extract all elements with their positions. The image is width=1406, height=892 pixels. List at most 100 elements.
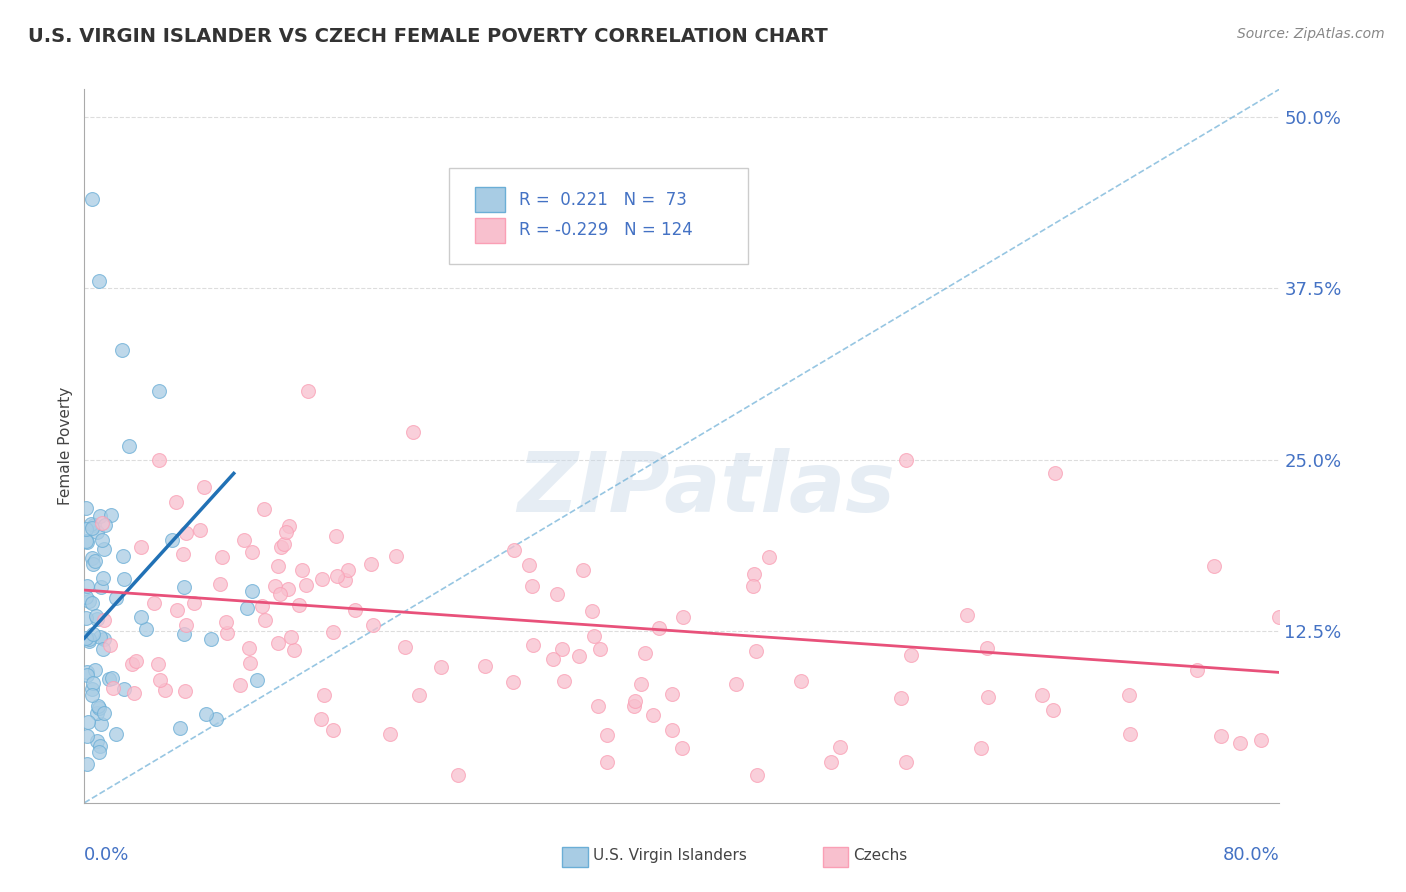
Point bbox=[474, 659, 496, 673]
Point bbox=[273, 537, 295, 551]
Point bbox=[624, 694, 647, 708]
Point bbox=[522, 638, 544, 652]
Point bbox=[337, 563, 360, 577]
Point bbox=[589, 642, 612, 657]
Point bbox=[75, 632, 97, 646]
Point bbox=[741, 579, 763, 593]
Point bbox=[311, 572, 333, 586]
Point bbox=[252, 599, 274, 614]
Point bbox=[553, 673, 575, 688]
Point bbox=[174, 617, 197, 632]
Point bbox=[173, 580, 195, 594]
Point bbox=[970, 740, 993, 755]
Point bbox=[519, 558, 541, 572]
Point bbox=[100, 508, 122, 522]
Text: U.S. VIRGIN ISLANDER VS CZECH FEMALE POVERTY CORRELATION CHART: U.S. VIRGIN ISLANDER VS CZECH FEMALE POV… bbox=[28, 27, 828, 45]
FancyBboxPatch shape bbox=[449, 168, 748, 264]
Point bbox=[211, 550, 233, 565]
Point bbox=[166, 603, 188, 617]
Point bbox=[661, 723, 683, 738]
Point bbox=[596, 728, 619, 742]
Point bbox=[295, 578, 318, 592]
Point bbox=[1204, 559, 1226, 574]
Point bbox=[153, 682, 176, 697]
Point bbox=[80, 550, 103, 565]
Point bbox=[671, 740, 693, 755]
Point bbox=[91, 641, 114, 656]
Point bbox=[502, 674, 524, 689]
Point bbox=[148, 452, 170, 467]
Point bbox=[76, 756, 98, 771]
Text: ZIPatlas: ZIPatlas bbox=[517, 449, 894, 529]
Point bbox=[326, 569, 349, 583]
Point bbox=[82, 682, 104, 697]
Point bbox=[75, 501, 97, 516]
Point bbox=[551, 642, 574, 657]
Point bbox=[520, 579, 543, 593]
Point bbox=[76, 535, 98, 549]
Point bbox=[596, 755, 619, 769]
Point bbox=[280, 630, 302, 644]
Point bbox=[828, 740, 851, 755]
Point bbox=[1119, 727, 1142, 741]
Point bbox=[572, 563, 595, 577]
Point bbox=[90, 716, 112, 731]
Point bbox=[89, 630, 111, 644]
Point bbox=[174, 684, 197, 698]
Point bbox=[790, 674, 813, 689]
Point bbox=[725, 677, 748, 691]
Point bbox=[1118, 688, 1140, 702]
Point bbox=[312, 688, 335, 702]
Point bbox=[238, 640, 260, 655]
Point bbox=[744, 643, 766, 657]
Point bbox=[77, 594, 100, 608]
Point bbox=[378, 727, 401, 741]
Point bbox=[125, 654, 148, 668]
Point bbox=[214, 615, 236, 629]
Point bbox=[288, 599, 311, 613]
Point bbox=[239, 656, 262, 670]
Point bbox=[112, 572, 135, 586]
Point bbox=[91, 516, 114, 531]
Point bbox=[325, 529, 347, 543]
Point bbox=[309, 712, 332, 726]
Point bbox=[84, 663, 107, 677]
Point bbox=[267, 635, 290, 649]
Point bbox=[90, 580, 112, 594]
Text: R =  0.221   N =  73: R = 0.221 N = 73 bbox=[519, 191, 688, 209]
Point bbox=[195, 707, 218, 722]
Point bbox=[101, 681, 124, 696]
Point bbox=[335, 574, 357, 588]
Point bbox=[75, 534, 97, 549]
Point bbox=[267, 559, 290, 574]
Point bbox=[568, 648, 591, 663]
Point bbox=[276, 582, 298, 597]
Point bbox=[297, 384, 319, 398]
Point bbox=[1045, 467, 1067, 481]
Point bbox=[86, 612, 108, 626]
Point bbox=[977, 690, 1000, 704]
Point bbox=[122, 686, 145, 700]
Point bbox=[76, 579, 98, 593]
Point bbox=[77, 632, 100, 647]
Point bbox=[274, 524, 297, 539]
Point bbox=[80, 688, 103, 702]
Point bbox=[283, 643, 305, 657]
Point bbox=[641, 708, 664, 723]
Point bbox=[82, 627, 104, 641]
Point bbox=[240, 545, 263, 559]
Point bbox=[174, 526, 197, 541]
Point bbox=[1268, 610, 1291, 624]
Point bbox=[254, 613, 277, 627]
Point bbox=[169, 721, 191, 735]
Point bbox=[89, 508, 111, 523]
Point bbox=[98, 638, 121, 652]
Point bbox=[148, 384, 170, 398]
Point bbox=[76, 667, 98, 681]
Point bbox=[322, 723, 344, 737]
Point bbox=[236, 600, 259, 615]
Point bbox=[104, 591, 127, 605]
Point bbox=[80, 192, 103, 206]
Point bbox=[890, 690, 912, 705]
Point bbox=[246, 673, 269, 687]
